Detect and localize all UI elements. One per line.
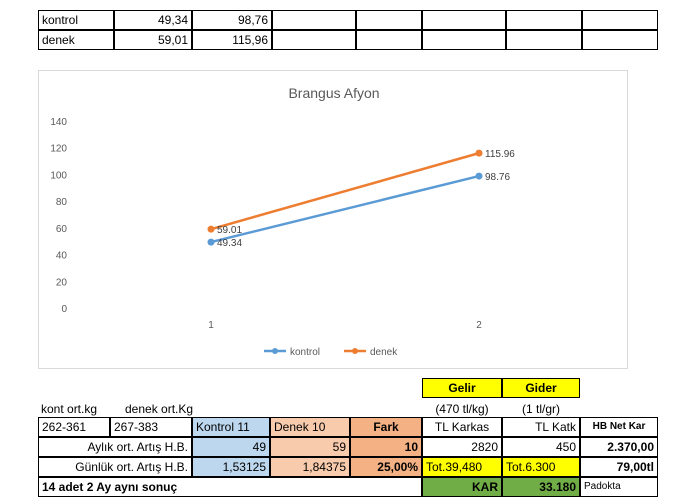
legend-marker [272, 348, 278, 354]
denek-ort-label: denek ort.Kg [125, 402, 194, 416]
empty-cell[interactable] [422, 10, 506, 30]
tl-karkas-header[interactable]: TL Karkas [422, 417, 502, 437]
x-tick-label: 2 [476, 320, 482, 331]
top-table-row: denek 59,01 115,96 [38, 30, 658, 50]
row-value-2[interactable]: 115,96 [192, 30, 272, 50]
empty-cell[interactable] [506, 30, 582, 50]
footer-note[interactable]: 14 adet 2 Ay aynı sonuç [38, 477, 422, 497]
empty-cell[interactable] [356, 10, 422, 30]
kar-value[interactable]: 33.180 [502, 477, 580, 497]
chart-title: Brangus Afyon [288, 85, 379, 101]
y-tick-label: 140 [50, 117, 67, 128]
row-value-1[interactable]: 49,34 [114, 10, 192, 30]
aylik-katk[interactable]: 450 [502, 437, 580, 457]
y-tick-label: 0 [61, 304, 67, 315]
y-tick-label: 60 [56, 224, 68, 235]
legend-label: kontrol [290, 347, 320, 358]
range-kontrol[interactable]: 262-361 [38, 417, 110, 437]
aylik-net[interactable]: 2.370,00 [580, 437, 658, 457]
x-tick-label: 1 [208, 320, 214, 331]
tl-katk-header[interactable]: TL Katk [502, 417, 580, 437]
empty-cell[interactable] [422, 30, 506, 50]
data-label: 49.34 [217, 238, 242, 249]
gelir-header[interactable]: Gelir [422, 378, 502, 398]
row-label[interactable]: denek [38, 30, 114, 50]
data-point [207, 225, 215, 233]
kontrol-header[interactable]: Kontrol 11 [192, 417, 270, 437]
padokta-label[interactable]: Padokta [580, 477, 658, 497]
gunluk-denek[interactable]: 1,84375 [270, 457, 350, 477]
line-chart: Brangus Afyon 0 20 40 60 80 100 120 140 1 2 49.3… [50, 85, 515, 358]
series-line-kontrol [210, 174, 480, 244]
aylik-label[interactable]: Aylık ort. Artış H.B. [38, 437, 192, 457]
series-line-denek [210, 151, 480, 231]
gunluk-kontrol[interactable]: 1,53125 [192, 457, 270, 477]
data-point [207, 238, 215, 246]
gunluk-gelir-total[interactable]: Tot.39,480 [422, 457, 502, 477]
empty-cell[interactable] [356, 30, 422, 50]
row-value-2[interactable]: 98,76 [192, 10, 272, 30]
legend-marker [352, 348, 358, 354]
data-label: 115.96 [485, 149, 515, 160]
gider-header[interactable]: Gider [502, 378, 580, 398]
aylik-fark[interactable]: 10 [350, 437, 422, 457]
empty-cell[interactable] [582, 10, 658, 30]
gunluk-label[interactable]: Günlük ort. Artış H.B. [38, 457, 192, 477]
y-tick-label: 100 [50, 170, 67, 181]
top-table-row: kontrol 49,34 98,76 [38, 10, 658, 30]
fark-header[interactable]: Fark [350, 417, 422, 437]
empty-cell[interactable] [582, 30, 658, 50]
data-point [475, 149, 483, 157]
data-label: 59.01 [217, 225, 242, 236]
y-tick-label: 80 [56, 197, 68, 208]
gunluk-fark[interactable]: 25,00% [350, 457, 422, 477]
gider-unit: (1 tl/gr) [521, 402, 560, 416]
kont-ort-label: kont ort.kg [41, 402, 98, 416]
data-label: 98.76 [485, 172, 510, 183]
row-label[interactable]: kontrol [38, 10, 114, 30]
y-tick-label: 120 [50, 144, 67, 155]
range-denek[interactable]: 267-383 [110, 417, 192, 437]
empty-cell[interactable] [272, 10, 356, 30]
empty-cell[interactable] [272, 30, 356, 50]
empty-cell[interactable] [506, 10, 582, 30]
chart-area[interactable]: Brangus Afyon 0 20 40 60 80 100 120 140 1 2 49.3… [38, 70, 628, 369]
legend-label: denek [370, 347, 398, 358]
aylik-kontrol[interactable]: 49 [192, 437, 270, 457]
gunluk-gider-total[interactable]: Tot.6.300 [502, 457, 580, 477]
y-tick-label: 20 [56, 277, 68, 288]
denek-header[interactable]: Denek 10 [270, 417, 350, 437]
gelir-unit: (470 tl/kg) [435, 402, 489, 416]
y-tick-label: 40 [56, 251, 68, 262]
aylik-karkas[interactable]: 2820 [422, 437, 502, 457]
hb-net-kar-header[interactable]: HB Net Kar [580, 417, 658, 437]
row-value-1[interactable]: 59,01 [114, 30, 192, 50]
kar-label[interactable]: KAR [422, 477, 502, 497]
gunluk-net[interactable]: 79,00tl [580, 457, 658, 477]
aylik-denek[interactable]: 59 [270, 437, 350, 457]
data-point [475, 172, 483, 180]
